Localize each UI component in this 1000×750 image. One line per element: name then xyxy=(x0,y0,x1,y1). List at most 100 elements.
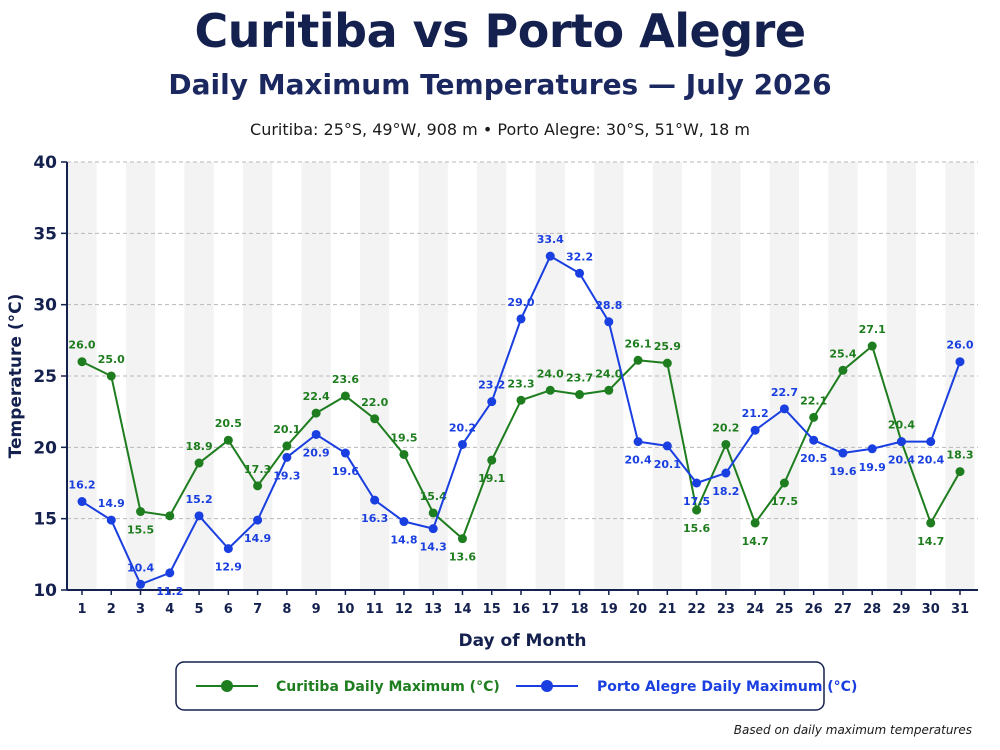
porto-alegre-point xyxy=(399,517,409,527)
porto-alegre-point xyxy=(867,444,877,454)
curitiba-point xyxy=(253,481,263,491)
x-tick-label: 6 xyxy=(224,602,233,617)
y-tick-label: 30 xyxy=(33,296,57,316)
curitiba-data-label: 18.9 xyxy=(185,440,212,453)
curitiba-data-label: 27.1 xyxy=(859,323,886,336)
x-tick-label: 10 xyxy=(336,602,354,617)
y-tick-label: 15 xyxy=(33,510,57,530)
porto-alegre-point xyxy=(662,441,672,451)
curitiba-point xyxy=(136,507,146,517)
porto-alegre-point xyxy=(136,579,146,589)
curitiba-data-label: 15.6 xyxy=(683,522,710,535)
porto-alegre-data-label: 19.9 xyxy=(859,461,886,474)
curitiba-point xyxy=(867,341,877,351)
x-tick-label: 2 xyxy=(107,602,116,617)
porto-alegre-data-label: 10.4 xyxy=(127,561,154,574)
curitiba-point xyxy=(428,508,438,518)
porto-alegre-data-label: 15.2 xyxy=(185,493,212,506)
porto-alegre-data-label: 18.2 xyxy=(712,485,739,498)
x-tick-label: 31 xyxy=(951,602,969,617)
curitiba-data-label: 20.5 xyxy=(215,417,242,430)
porto-alegre-data-label: 21.2 xyxy=(742,407,769,420)
x-tick-label: 11 xyxy=(366,602,384,617)
curitiba-point xyxy=(779,478,789,488)
curitiba-point xyxy=(194,458,204,468)
x-tick-label: 22 xyxy=(688,602,706,617)
porto-alegre-data-label: 17.5 xyxy=(683,495,710,508)
curitiba-data-label: 17.3 xyxy=(244,463,271,476)
x-tick-label: 21 xyxy=(658,602,676,617)
curitiba-data-label: 20.2 xyxy=(712,421,739,434)
x-tick-label: 17 xyxy=(541,602,559,617)
x-tick-label: 3 xyxy=(136,602,145,617)
curitiba-data-label: 25.4 xyxy=(829,347,856,360)
curitiba-point xyxy=(340,391,350,401)
x-tick-label: 26 xyxy=(805,602,823,617)
curitiba-data-label: 22.0 xyxy=(361,396,388,409)
porto-alegre-data-label: 19.6 xyxy=(332,465,359,478)
legend-swatch-marker xyxy=(541,680,553,692)
x-tick-label: 16 xyxy=(512,602,530,617)
curitiba-data-label: 17.5 xyxy=(771,495,798,508)
porto-alegre-point xyxy=(779,404,789,414)
y-tick-label: 40 xyxy=(33,153,57,173)
porto-alegre-point xyxy=(77,497,87,507)
curitiba-point xyxy=(926,518,936,528)
curitiba-data-label: 14.7 xyxy=(917,535,944,548)
porto-alegre-point xyxy=(633,437,643,447)
porto-alegre-data-label: 14.9 xyxy=(244,532,271,545)
porto-alegre-point xyxy=(516,314,526,324)
curitiba-point xyxy=(457,534,467,544)
porto-alegre-point xyxy=(487,397,497,407)
curitiba-data-label: 26.1 xyxy=(624,337,651,350)
porto-alegre-point xyxy=(282,452,292,462)
curitiba-point xyxy=(575,390,585,400)
porto-alegre-data-label: 16.2 xyxy=(68,479,95,492)
porto-alegre-point xyxy=(692,478,702,488)
curitiba-data-label: 26.0 xyxy=(68,339,95,352)
porto-alegre-data-label: 28.8 xyxy=(595,299,622,312)
legend-swatch-marker xyxy=(221,680,233,692)
legend-label-porto-alegre: Porto Alegre Daily Maximum (°C) xyxy=(597,679,857,695)
curitiba-point xyxy=(633,355,643,365)
x-tick-label: 5 xyxy=(195,602,204,617)
porto-alegre-data-label: 11.2 xyxy=(156,585,183,598)
x-tick-label: 15 xyxy=(483,602,501,617)
curitiba-point xyxy=(809,412,819,422)
curitiba-data-label: 14.7 xyxy=(742,535,769,548)
curitiba-data-label: 23.6 xyxy=(332,373,359,386)
curitiba-point xyxy=(311,408,321,418)
porto-alegre-data-label: 26.0 xyxy=(946,339,973,352)
porto-alegre-data-label: 23.2 xyxy=(478,379,505,392)
porto-alegre-data-label: 20.4 xyxy=(624,454,651,467)
x-tick-label: 8 xyxy=(282,602,291,617)
legend-box xyxy=(175,661,825,711)
curitiba-point xyxy=(370,414,380,424)
y-tick-label: 35 xyxy=(33,224,57,244)
porto-alegre-point xyxy=(428,524,438,534)
x-axis-title: Day of Month xyxy=(459,631,587,651)
curitiba-point xyxy=(487,455,497,465)
porto-alegre-data-label: 20.4 xyxy=(917,454,944,467)
porto-alegre-data-label: 20.2 xyxy=(449,421,476,434)
porto-alegre-point xyxy=(106,515,116,525)
porto-alegre-point xyxy=(955,357,965,367)
curitiba-point xyxy=(692,505,702,515)
porto-alegre-point xyxy=(896,437,906,447)
curitiba-point xyxy=(545,385,555,395)
curitiba-point xyxy=(955,467,965,477)
curitiba-point xyxy=(106,371,116,381)
porto-alegre-data-label: 20.1 xyxy=(654,458,681,471)
porto-alegre-point xyxy=(194,511,204,521)
porto-alegre-data-label: 19.3 xyxy=(273,469,300,482)
curitiba-data-label: 20.1 xyxy=(273,423,300,436)
porto-alegre-data-label: 16.3 xyxy=(361,512,388,525)
curitiba-point xyxy=(750,518,760,528)
curitiba-point xyxy=(604,385,614,395)
curitiba-data-label: 22.1 xyxy=(800,394,827,407)
x-tick-label: 7 xyxy=(253,602,262,617)
curitiba-point xyxy=(77,357,87,367)
gridlines xyxy=(67,161,978,520)
y-tick-labels: 10 15 20 25 30 35 40 xyxy=(33,153,67,601)
